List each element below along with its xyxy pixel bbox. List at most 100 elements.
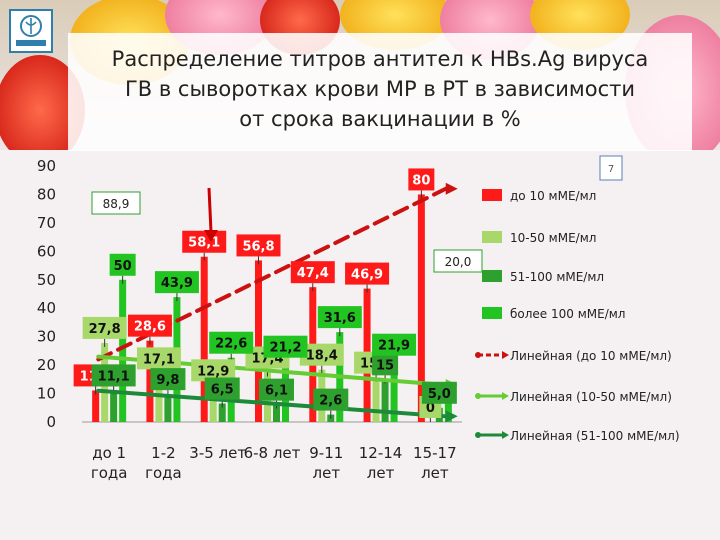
- data-label-box: [345, 262, 390, 285]
- data-label: 6,1: [265, 384, 288, 399]
- y-tick-label: 70: [37, 214, 56, 232]
- data-label: 11,1: [98, 369, 130, 384]
- data-label-box: [421, 381, 457, 404]
- data-label: 80: [412, 173, 430, 188]
- y-tick-label: 30: [37, 328, 56, 346]
- data-label: 58,1: [188, 236, 220, 251]
- university-logo: [9, 9, 53, 53]
- data-label: 22,6: [215, 337, 247, 352]
- legend-label: Линейная (51-100 мМЕ/мл): [510, 429, 680, 443]
- data-label-box: [263, 335, 308, 358]
- data-label: 47,4: [297, 266, 329, 281]
- bar: [372, 377, 380, 422]
- bar: [200, 256, 208, 422]
- data-label: 56,8: [242, 239, 274, 254]
- data-label: 21,9: [378, 339, 410, 354]
- legend-swatch: [482, 231, 502, 243]
- data-label: 6,5: [211, 383, 234, 398]
- data-label: 9,8: [156, 373, 179, 388]
- data-labels: 11,128,658,156,847,446,98027,817,112,917…: [73, 168, 457, 418]
- data-label: 46,9: [351, 268, 383, 283]
- data-label-box: [150, 368, 186, 391]
- data-label-box: [204, 377, 240, 400]
- y-tick-label: 90: [37, 157, 56, 175]
- annotation-box: [599, 155, 623, 181]
- bar: [209, 385, 217, 422]
- data-label: 17,1: [143, 352, 175, 367]
- x-tick-label: 15-17 лет: [413, 444, 457, 482]
- y-tick-label: 60: [37, 242, 56, 260]
- legend-label: 51-100 мМЕ/мл: [510, 270, 604, 284]
- legend-swatch: [482, 270, 502, 282]
- data-label: 2,6: [319, 394, 342, 409]
- data-label-box: [372, 333, 417, 356]
- data-label-box: [299, 343, 344, 366]
- x-tick-label: до 1 года: [91, 444, 128, 482]
- legend-marker: [475, 393, 481, 399]
- data-label: 5,0: [428, 387, 451, 402]
- data-label: 18,4: [306, 349, 338, 364]
- legend-label: до 10 мМЕ/мл: [510, 189, 596, 203]
- data-label-box: [82, 316, 127, 339]
- legend-label: 10-50 мМЕ/мл: [510, 231, 596, 245]
- legend-label: Линейная (10-50 мМЕ/мл): [510, 390, 672, 404]
- data-label-box: [91, 364, 136, 387]
- bar: [390, 359, 398, 422]
- bar: [110, 390, 118, 422]
- data-label-box: [408, 168, 435, 191]
- red-arrow-head: [204, 230, 218, 242]
- chart-title: Распределение титров антител к HBs.Ag ви…: [111, 47, 649, 131]
- bar: [146, 340, 154, 422]
- bar: [417, 194, 425, 422]
- data-label-box: [209, 331, 254, 354]
- annotation-box: [433, 249, 483, 273]
- y-tick-label: 40: [37, 299, 56, 317]
- annotation-box: [91, 191, 141, 215]
- data-label-box: [154, 271, 199, 294]
- bar: [119, 279, 127, 422]
- data-label-box: [313, 388, 349, 411]
- legend-arrow: [502, 392, 509, 400]
- data-label: 43,9: [161, 276, 193, 291]
- legend-swatch: [482, 189, 502, 201]
- data-label-box: [259, 378, 294, 401]
- legend-marker: [475, 432, 481, 438]
- annotation-text: 20,0: [445, 255, 472, 269]
- annotation-text: 7: [608, 164, 614, 175]
- bar: [444, 393, 452, 422]
- data-label-box: [127, 314, 172, 337]
- x-tick-label: 12-14 лет: [359, 444, 403, 482]
- bar: [255, 260, 262, 422]
- y-axis: 0 10 20 30 40 50 60 70 80 90: [37, 157, 56, 431]
- data-label-box: [191, 359, 236, 382]
- x-tick-label: 9-11 лет: [309, 444, 343, 482]
- data-label: 15: [376, 358, 394, 373]
- x-tick-label: 1-2 года: [145, 444, 182, 482]
- data-label-box: [136, 347, 181, 370]
- annotations: 88,9 20,0 7: [91, 155, 623, 273]
- bar: [381, 379, 389, 422]
- bar: [218, 403, 226, 422]
- legend-marker: [475, 352, 481, 358]
- trend-arrow: [445, 410, 458, 423]
- annotation-text: 88,9: [103, 197, 130, 211]
- y-tick-label: 20: [37, 356, 56, 374]
- data-label-box: [236, 234, 281, 257]
- data-label: 31,6: [324, 311, 356, 326]
- trend-arrow: [445, 182, 458, 195]
- legend-arrow: [502, 351, 509, 359]
- data-label: 27,8: [89, 322, 121, 337]
- y-tick-label: 50: [37, 271, 56, 289]
- legend-label: более 100 мМЕ/мл: [510, 307, 625, 321]
- x-tick-label: 6-8 лет: [244, 444, 301, 462]
- data-label: 0: [426, 401, 435, 416]
- data-label-box: [109, 253, 136, 276]
- trend-line: [96, 388, 448, 419]
- red-arrow: [207, 187, 213, 233]
- data-label-box: [317, 306, 362, 329]
- y-tick-label: 10: [37, 385, 56, 403]
- data-label: 50: [114, 259, 132, 274]
- bar: [155, 373, 163, 422]
